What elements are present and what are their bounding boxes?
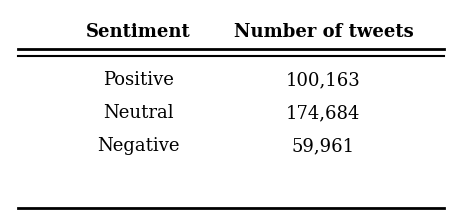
Text: Negative: Negative bbox=[97, 137, 180, 155]
Text: 59,961: 59,961 bbox=[292, 137, 355, 155]
Text: Neutral: Neutral bbox=[103, 104, 174, 122]
Text: 100,163: 100,163 bbox=[286, 71, 361, 89]
Text: Sentiment: Sentiment bbox=[86, 23, 191, 41]
Text: Positive: Positive bbox=[103, 71, 174, 89]
Text: Number of tweets: Number of tweets bbox=[233, 23, 413, 41]
Text: 174,684: 174,684 bbox=[286, 104, 360, 122]
